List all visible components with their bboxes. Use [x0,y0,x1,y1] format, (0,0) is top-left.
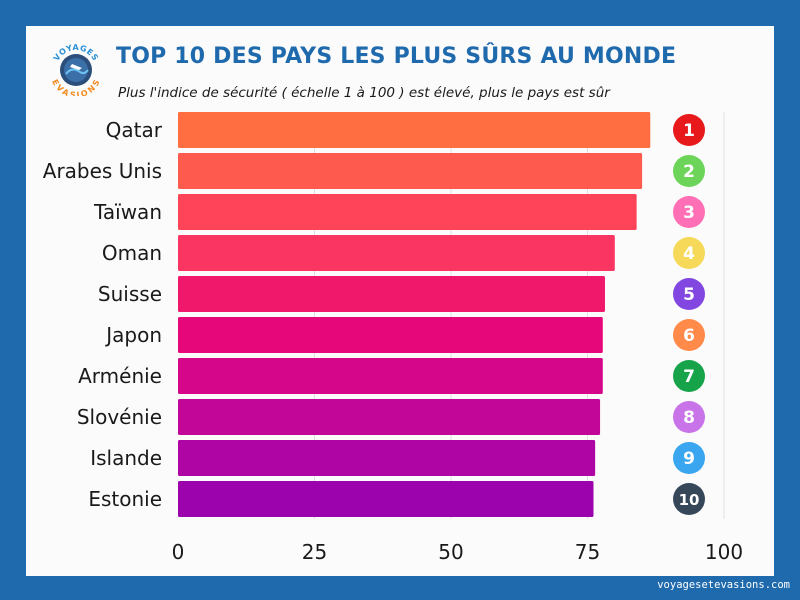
rank-badge-label: 4 [683,244,695,264]
bar-taïwan[interactable] [178,194,637,230]
bar-islande[interactable] [178,440,596,476]
bar-japon[interactable] [178,317,603,353]
category-label: Japon [104,323,162,347]
rank-badges: 1 2 3 4 5 6 7 8 9 10 [673,114,705,515]
category-label: Qatar [106,118,163,142]
rank-badge-8 [673,401,705,433]
bar-arabes-unis[interactable] [178,153,643,189]
category-label: Oman [102,241,162,265]
rank-badge-5 [673,278,705,310]
rank-badge-label: 1 [683,121,695,141]
bar-slovénie[interactable] [178,399,601,435]
rank-badge-label: 10 [679,491,700,509]
category-label: Slovénie [77,405,162,429]
bar-suisse[interactable] [178,276,605,312]
rank-badge-6 [673,319,705,351]
x-tick-label: 50 [438,540,463,564]
category-label: Estonie [88,487,162,511]
bar-qatar[interactable] [178,112,651,148]
category-label: Islande [90,446,162,470]
category-label: Arménie [78,364,162,388]
category-labels: Qatar Arabes Unis Taïwan Oman Suisse Japon Arm… [43,118,163,511]
rank-badge-label: 3 [683,203,695,223]
bar-estonie[interactable] [178,481,594,517]
rank-badge-9 [673,442,705,474]
rank-badge-label: 7 [683,367,695,387]
rank-badge-10 [673,483,705,515]
bar-oman[interactable] [178,235,615,271]
rank-badge-4 [673,237,705,269]
rank-badge-7 [673,360,705,392]
rank-badge-label: 9 [683,449,695,469]
chart-title: TOP 10 DES PAYS LES PLUS SÛRS AU MONDE [116,44,677,69]
category-label: Arabes Unis [43,159,162,183]
rank-badge-3 [673,196,705,228]
x-tick-label: 25 [302,540,327,564]
bars [178,112,651,517]
rank-badge-1 [673,114,705,146]
x-tick-label: 100 [705,540,743,564]
rank-badge-label: 5 [683,285,695,305]
rank-badge-label: 2 [683,162,695,182]
source-url[interactable]: voyagesetevasions.com [657,579,790,591]
chart-subtitle: Plus l'indice de sécurité ( échelle 1 à … [118,85,610,101]
bar-arménie[interactable] [178,358,603,394]
rank-badge-label: 6 [683,326,695,346]
rank-badge-label: 8 [683,408,695,428]
x-axis-ticks: 0 25 50 75 100 [172,540,743,564]
x-tick-label: 0 [172,540,185,564]
voyages-evasions-logo: VOYAGES EVASIONS [50,44,101,96]
rank-badge-2 [673,155,705,187]
x-tick-label: 75 [575,540,600,564]
category-label: Taïwan [93,200,162,224]
category-label: Suisse [98,282,162,306]
